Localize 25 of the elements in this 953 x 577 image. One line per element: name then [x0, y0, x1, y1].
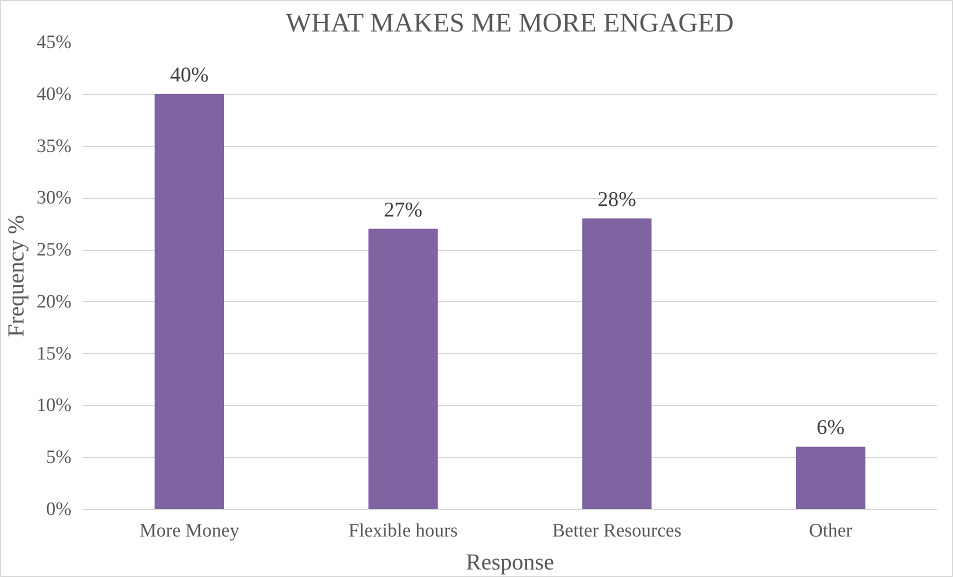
- y-tick-label: 35%: [36, 136, 72, 157]
- data-label: 27%: [384, 197, 422, 222]
- y-tick-label: 40%: [36, 84, 72, 105]
- data-label: 40%: [170, 62, 209, 86]
- x-axis-title: Response: [466, 550, 554, 574]
- x-tick-label: Flexible hours: [348, 520, 458, 542]
- data-label: 28%: [598, 186, 636, 211]
- y-tick-label: 0%: [46, 499, 72, 520]
- chart-title: WHAT MAKES ME MORE ENGAGED: [286, 8, 734, 38]
- x-tick-label: More Money: [140, 520, 240, 542]
- y-tick-label: 25%: [36, 240, 72, 261]
- y-tick-label: 10%: [36, 395, 72, 416]
- bar: [368, 228, 438, 510]
- y-tick-label: 5%: [46, 447, 72, 468]
- bar: [582, 218, 652, 510]
- y-tick-label: 20%: [36, 291, 72, 312]
- bar: [154, 94, 224, 510]
- y-tick-label: 30%: [36, 188, 72, 209]
- bar: [796, 446, 866, 510]
- y-tick-label: 45%: [36, 32, 72, 53]
- y-tick-label: 15%: [36, 343, 72, 364]
- y-axis-title: Frequency %: [4, 214, 29, 337]
- x-tick-label: Other: [808, 520, 853, 542]
- x-tick-label: Better Resources: [552, 520, 682, 542]
- data-label: 6%: [816, 415, 845, 440]
